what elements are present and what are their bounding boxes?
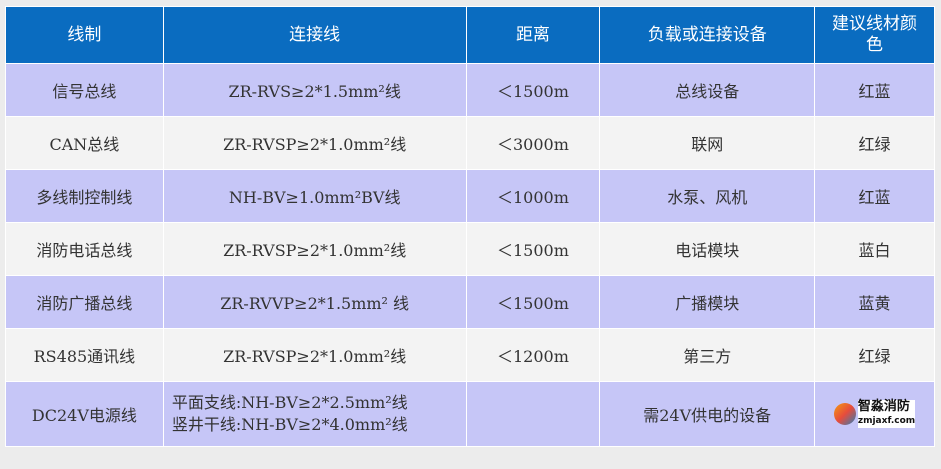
cell-device: 第三方 [599, 328, 816, 382]
cell-cable: ZR-RVSP≥2*1.0mm²线 [162, 116, 467, 170]
cell-device: 电话模块 [599, 222, 816, 276]
cell-distance [465, 381, 601, 447]
header-device: 负载或连接设备 [599, 6, 816, 64]
header-type: 线制 [5, 6, 164, 64]
header-cable: 连接线 [162, 6, 467, 64]
cell-color: 红绿 [814, 328, 935, 382]
cell-cable: NH-BV≥1.0mm²BV线 [162, 169, 467, 223]
cell-color: 智淼消防 zmjaxf.com [814, 381, 935, 447]
cell-type: 多线制控制线 [5, 169, 164, 223]
cell-cable: ZR-RVSP≥2*1.0mm²线 [162, 222, 467, 276]
cell-device: 总线设备 [599, 63, 816, 117]
cell-device: 水泵、风机 [599, 169, 816, 223]
cell-type: 消防广播总线 [5, 275, 164, 329]
cell-type: 消防电话总线 [5, 222, 164, 276]
cell-cable: ZR-RVSP≥2*1.0mm²线 [162, 328, 467, 382]
cell-type: RS485通讯线 [5, 328, 164, 382]
logo-name: 智淼消防 [857, 399, 910, 414]
cell-distance: ＜1500m [465, 222, 601, 276]
cell-distance: ＜1000m [465, 169, 601, 223]
table-row: 消防广播总线 ZR-RVVP≥2*1.5mm² 线＜1500m 广播模块 蓝黄 [5, 275, 935, 329]
cell-distance: ＜3000m [465, 116, 601, 170]
table-row: DC24V电源线 平面支线:NH-BV≥2*2.5mm²线 竖井干线:NH-BV≥… [5, 381, 935, 447]
cell-type: CAN总线 [5, 116, 164, 170]
cell-device: 广播模块 [599, 275, 816, 329]
cell-cable: ZR-RVVP≥2*1.5mm² 线 [162, 275, 467, 329]
table-header: 线制 连接线 距离 负载或连接设备 建议线材颜色 [5, 6, 935, 64]
cell-type: DC24V电源线 [5, 381, 164, 447]
cell-cable: ZR-RVS≥2*1.5mm²线 [162, 63, 467, 117]
cell-distance: ＜1200m [465, 328, 601, 382]
cell-device: 需24V供电的设备 [599, 381, 816, 447]
cable-line: 竖井干线:NH-BV≥2*4.0mm²线 [171, 415, 408, 434]
table-row: 多线制控制线 NH-BV≥1.0mm²BV线 ＜1000m 水泵、风机 红蓝 [5, 169, 935, 223]
header-distance: 距离 [465, 6, 601, 64]
cell-device: 联网 [599, 116, 816, 170]
table-row: 信号总线 ZR-RVS≥2*1.5mm²线 ＜1500m 总线设备 红蓝 [5, 63, 935, 117]
cell-color: 蓝黄 [814, 275, 935, 329]
cell-color: 红蓝 [814, 169, 935, 223]
wiring-table: 线制 连接线 距离 负载或连接设备 建议线材颜色 信号总线 ZR-RVS≥2*1.… [5, 6, 935, 447]
cable-line: 平面支线:NH-BV≥2*2.5mm²线 [171, 393, 408, 412]
table-row: CAN总线 ZR-RVSP≥2*1.0mm²线 ＜3000m 联网 红绿 [5, 116, 935, 170]
table-row: 消防电话总线 ZR-RVSP≥2*1.0mm²线 ＜1500m 电话模块 蓝白 [5, 222, 935, 276]
cell-type: 信号总线 [5, 63, 164, 117]
logo-url: zmjaxf.com [857, 416, 916, 426]
watermark-logo: 智淼消防 zmjaxf.com [833, 399, 916, 428]
cell-color: 蓝白 [814, 222, 935, 276]
cell-cable: 平面支线:NH-BV≥2*2.5mm²线 竖井干线:NH-BV≥2*4.0mm²线 [162, 381, 467, 447]
cell-color: 红绿 [814, 116, 935, 170]
header-color: 建议线材颜色 [814, 6, 935, 64]
cell-color: 红蓝 [814, 63, 935, 117]
cell-distance: ＜1500m [465, 63, 601, 117]
cell-distance: ＜1500m [465, 275, 601, 329]
logo-icon [833, 403, 856, 425]
table-row: RS485通讯线 ZR-RVSP≥2*1.0mm²线 ＜1200m 第三方 红绿 [5, 328, 935, 382]
